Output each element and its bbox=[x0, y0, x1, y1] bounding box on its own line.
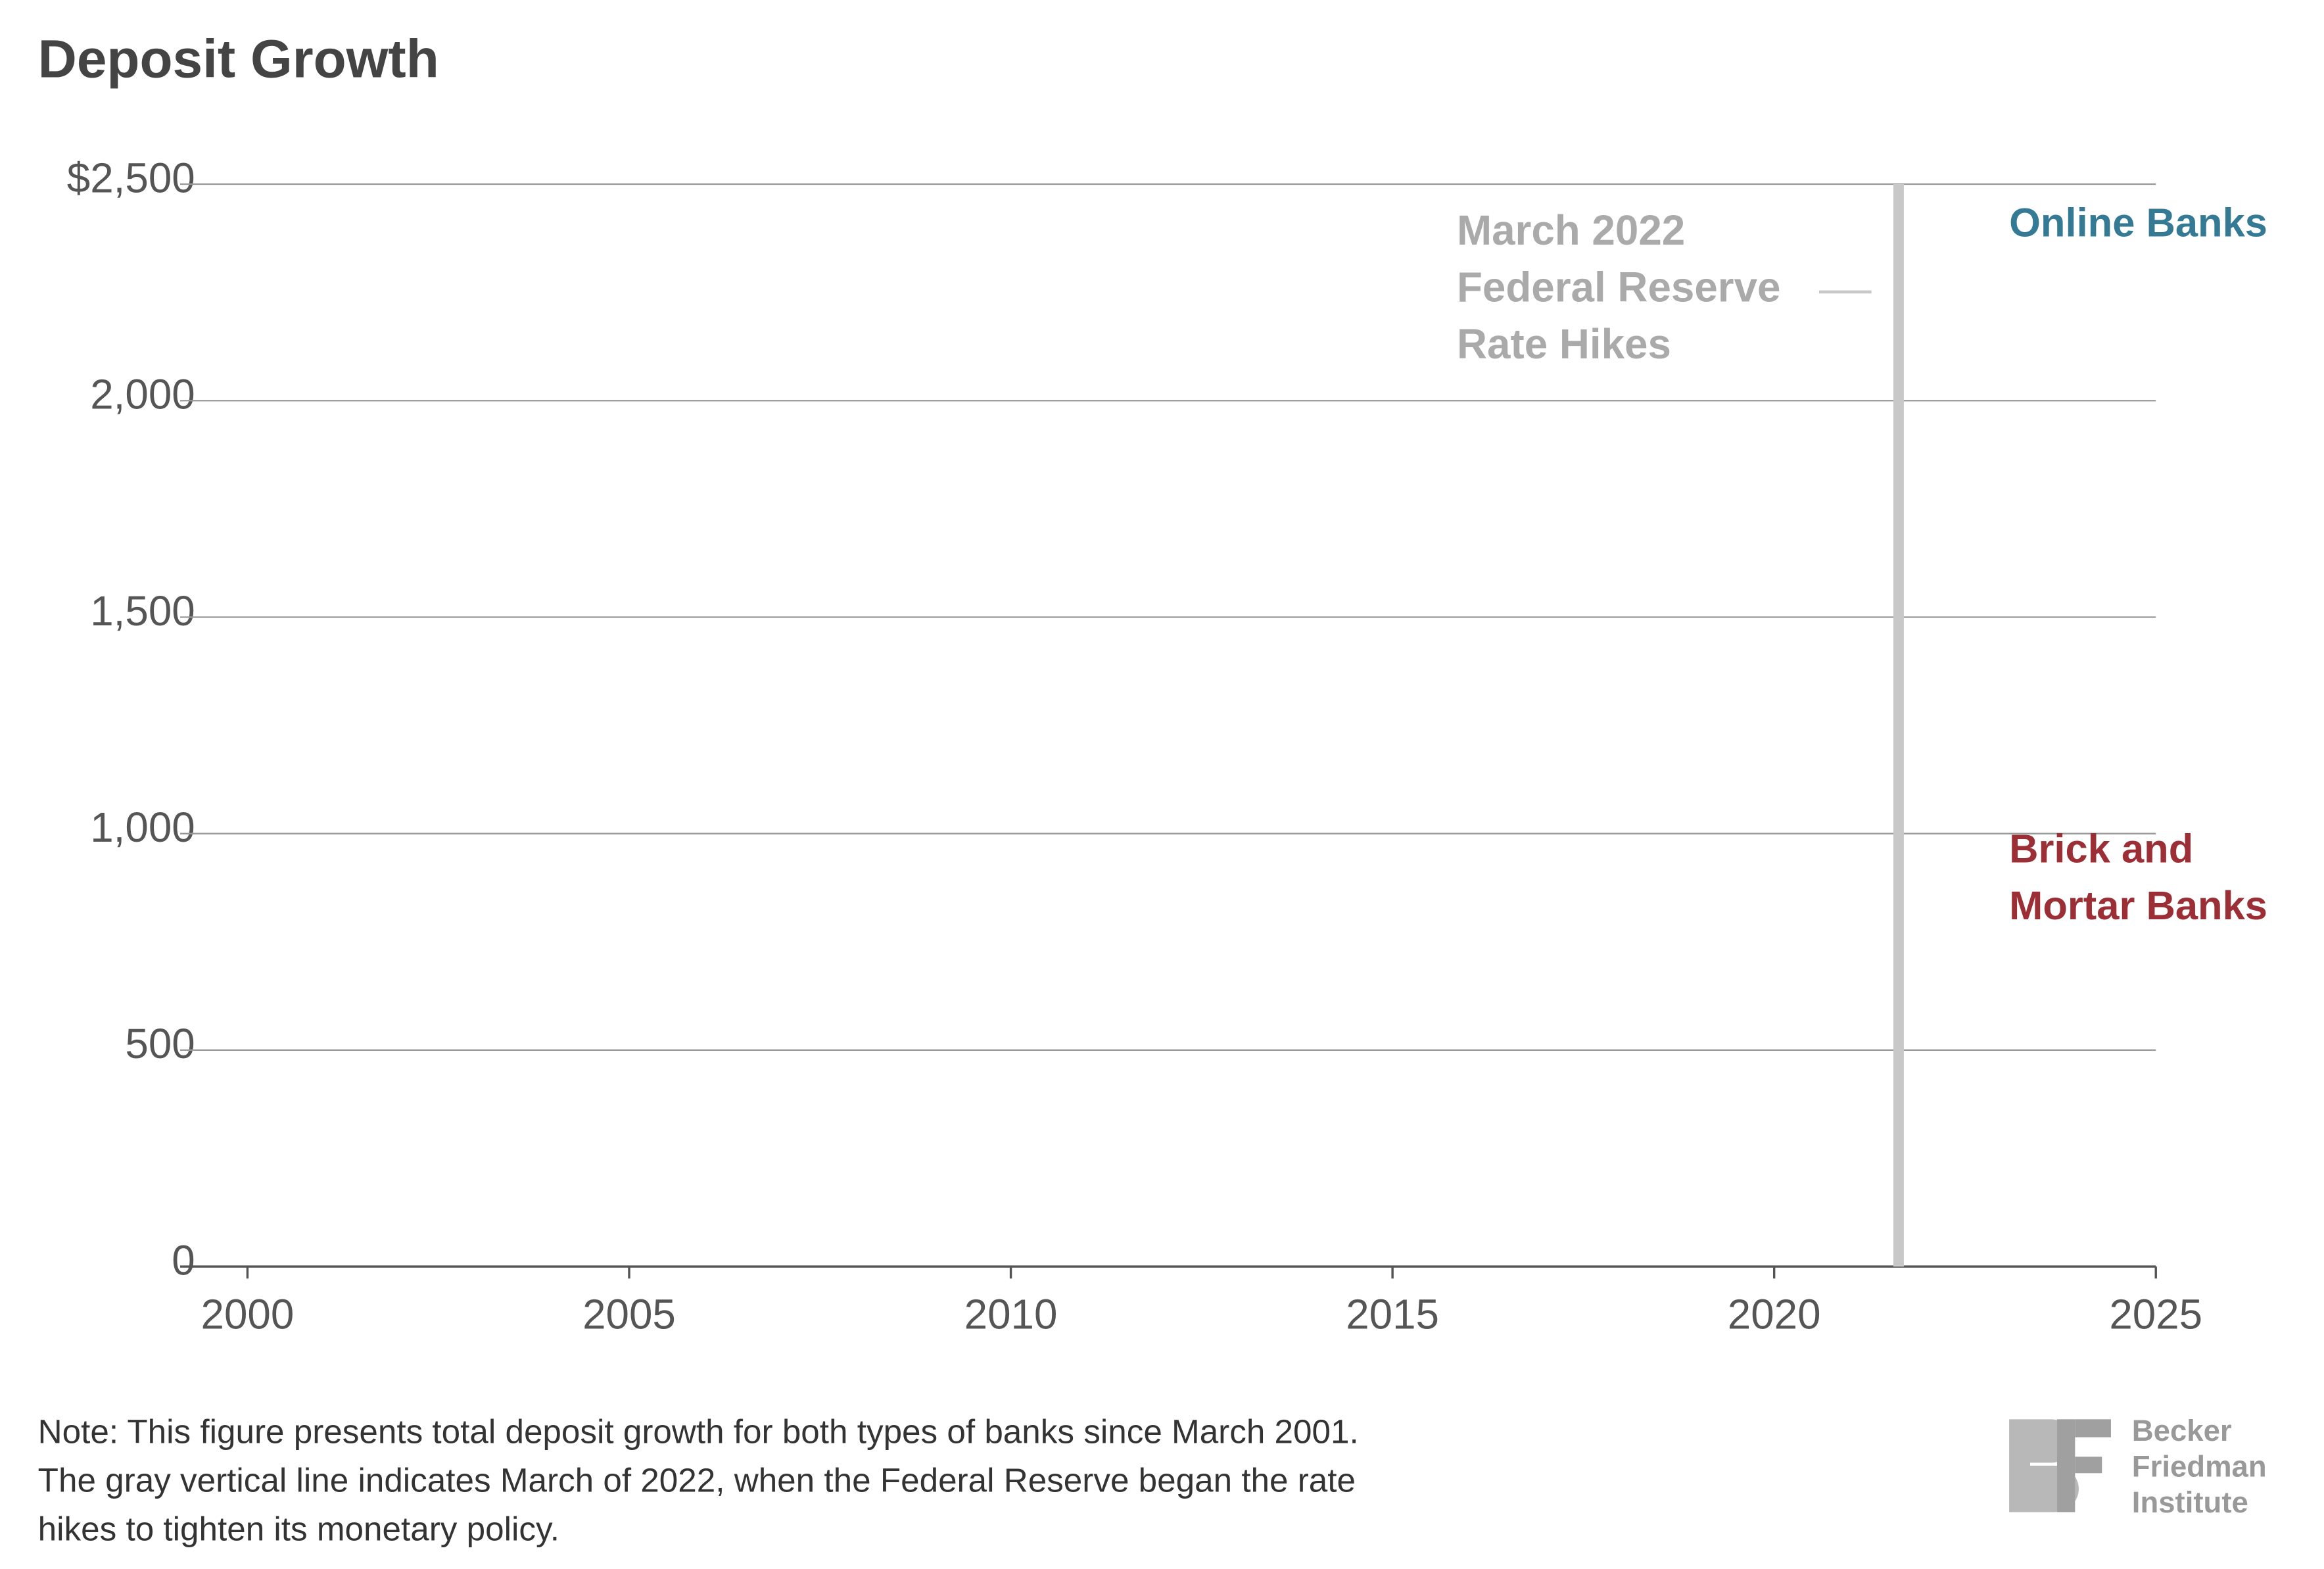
y-tick-label: 500 bbox=[125, 1020, 195, 1067]
series-label-text: Brick and Mortar Banks bbox=[2009, 826, 2267, 929]
y-tick-label: 2,000 bbox=[90, 371, 195, 418]
logo-text: Becker bbox=[2132, 1414, 2232, 1447]
x-tick-label: 2000 bbox=[201, 1290, 295, 1338]
x-tick-label: 2010 bbox=[964, 1290, 1058, 1338]
x-tick-label: 2025 bbox=[2109, 1290, 2202, 1338]
annotation: Rate Hikes bbox=[1457, 320, 1671, 368]
y-tick-label: 1,000 bbox=[90, 804, 195, 851]
x-tick-label: 2015 bbox=[1346, 1290, 1439, 1338]
annotation: March 2022 bbox=[1457, 206, 1685, 254]
y-tick-label: 0 bbox=[172, 1236, 195, 1284]
series-label-text: Online Banks bbox=[2009, 201, 2267, 246]
series-label: Brick and Mortar Banks bbox=[2009, 826, 2267, 929]
annotation: Federal Reserve bbox=[1457, 264, 1780, 311]
chart-title: Deposit Growth bbox=[38, 29, 439, 89]
series-label: Online Banks bbox=[2009, 201, 2267, 246]
note: Note: This figure presents total deposit… bbox=[38, 1413, 1359, 1451]
y-tick-label: 1,500 bbox=[90, 587, 195, 635]
x-tick-label: 2020 bbox=[1728, 1290, 1821, 1338]
logo-mark bbox=[2009, 1419, 2111, 1512]
x-tick-label: 2005 bbox=[582, 1290, 676, 1338]
logo-text: Friedman bbox=[2132, 1449, 2267, 1483]
note: The gray vertical line indicates March o… bbox=[38, 1462, 1356, 1499]
y-tick-label: $2,500 bbox=[67, 154, 195, 201]
note: hikes to tighten its monetary policy. bbox=[38, 1510, 559, 1548]
logo-text: Institute bbox=[2132, 1485, 2248, 1519]
